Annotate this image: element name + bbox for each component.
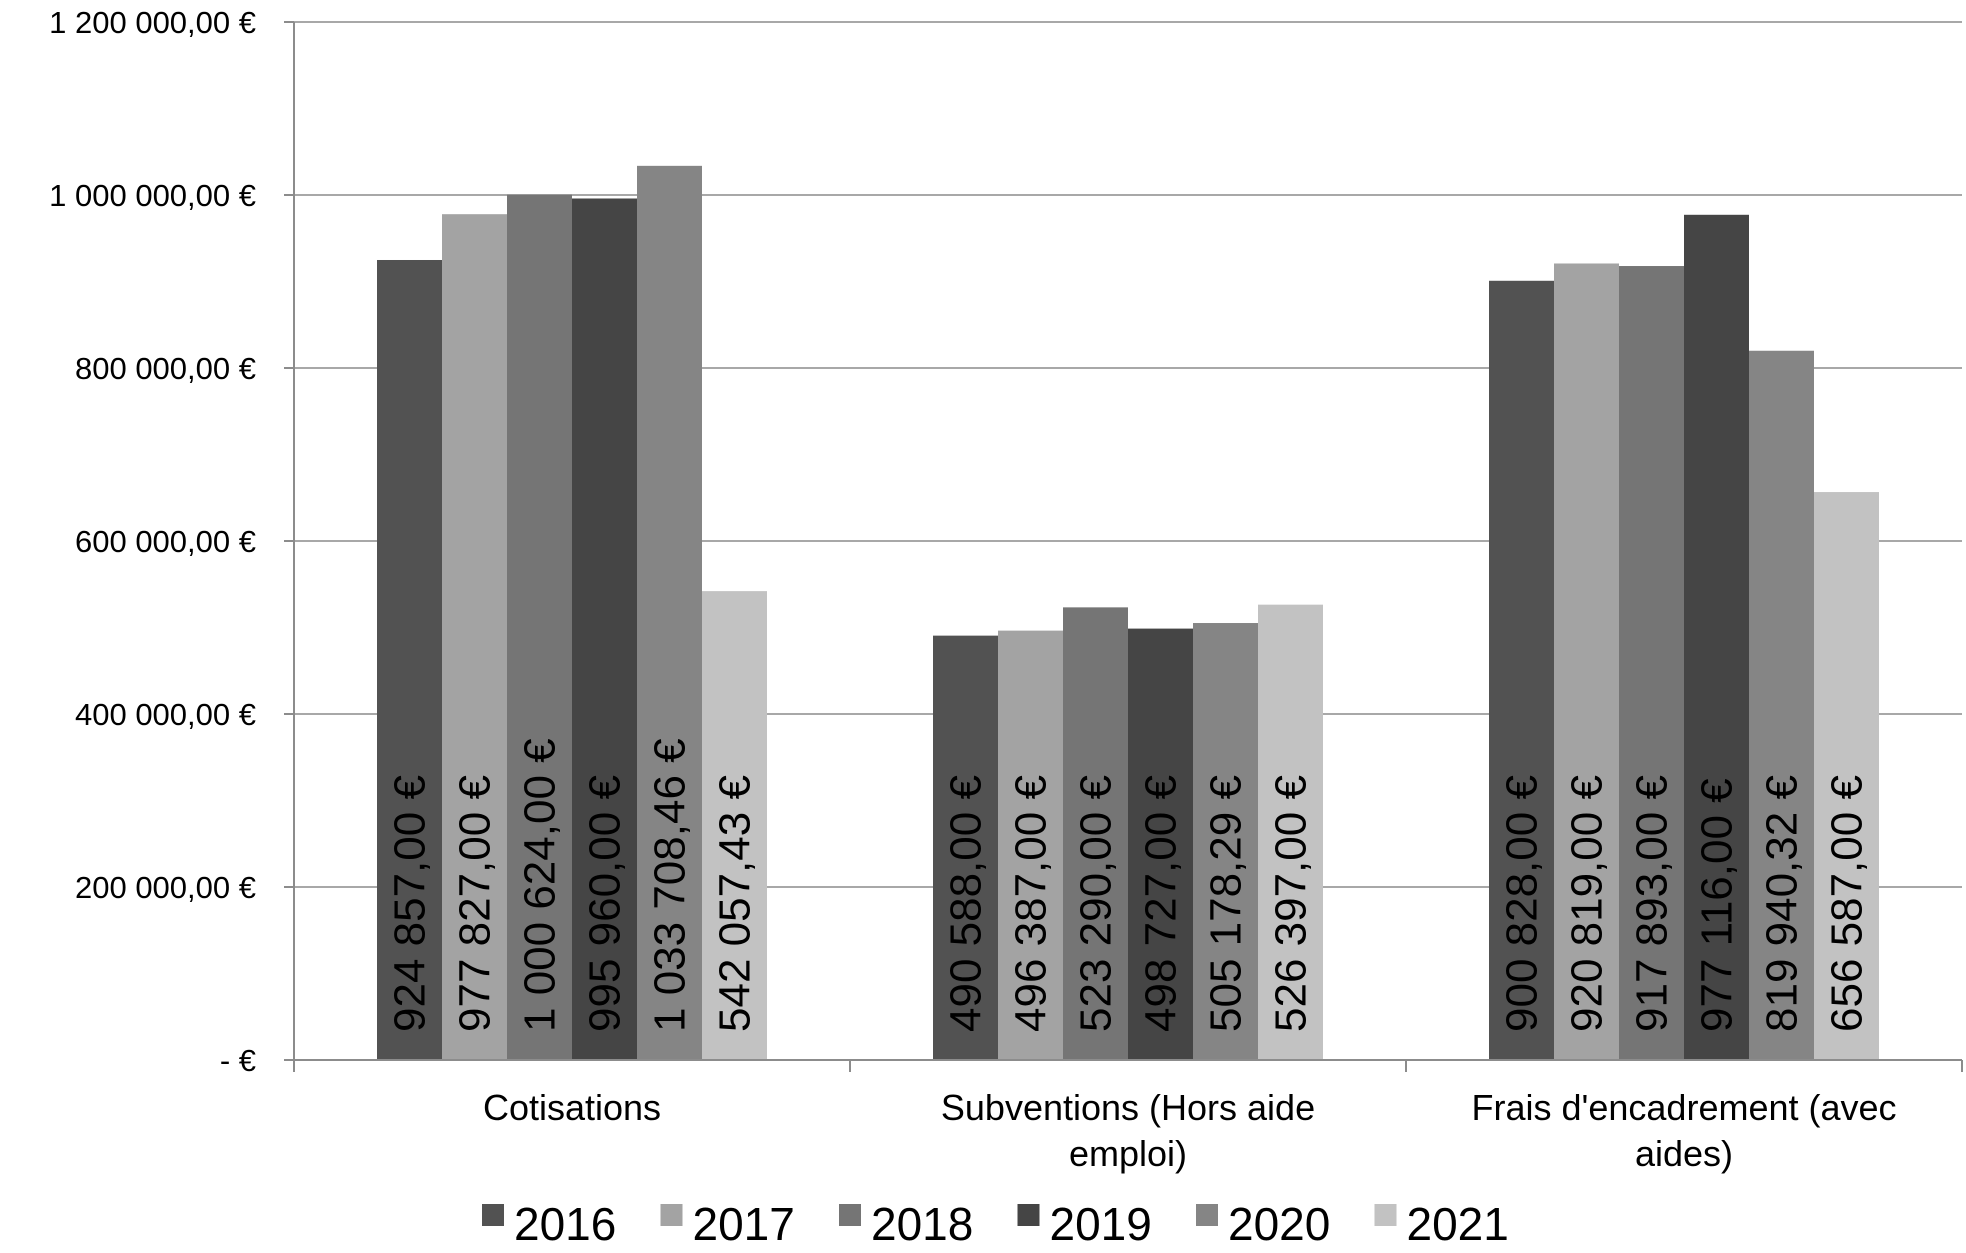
data-label-2021-cat0: 542 057,43 € (711, 775, 760, 1032)
data-label-2017-cat0: 977 827,00 € (451, 775, 500, 1032)
bar-2018-cat0 (507, 194, 572, 1061)
legend-label-2020: 2020 (1228, 1198, 1330, 1248)
legend-swatch-2019 (1017, 1204, 1040, 1226)
data-label-2018-cat2: 917 893,00 € (1628, 775, 1677, 1032)
bar-2017-cat2 (1554, 263, 1619, 1060)
y-axis-tick-labels: - € 200 000,00 € 400 000,00 € 600 000,00 € 8… (49, 5, 256, 1078)
bar-2021-cat2 (1814, 492, 1879, 1060)
y-tick-label: 1 000 000,00 € (49, 178, 256, 213)
legend-label-2017: 2017 (693, 1198, 795, 1248)
data-label-2016-cat1: 490 588,00 € (942, 775, 991, 1032)
bar-2017-cat0 (442, 214, 507, 1061)
data-label-2016-cat0: 924 857,00 € (386, 775, 435, 1032)
legend-swatch-2018 (839, 1204, 861, 1226)
data-label-2017-cat2: 920 819,00 € (1563, 775, 1612, 1032)
data-label-2018-cat1: 523 290,00 € (1072, 775, 1121, 1032)
legend-label-2021: 2021 (1407, 1198, 1509, 1248)
bar-2020-cat2 (1749, 350, 1814, 1061)
bar-2016-cat1 (933, 635, 998, 1060)
data-label-2020-cat2: 819 940,32 € (1758, 775, 1807, 1032)
x-axis-category-labels: Cotisations Subventions (Hors aide emploi)… (483, 1087, 1897, 1174)
bar-2019-cat1 (1128, 628, 1193, 1060)
y-tick-label: - € (220, 1043, 256, 1078)
bar-2019-cat2 (1684, 214, 1749, 1060)
bars (377, 165, 1879, 1061)
data-label-2019-cat2: 977 116,00 € (1693, 778, 1742, 1032)
category-label: Frais d'encadrement (avec (1471, 1087, 1896, 1128)
legend-swatch-2020 (1196, 1204, 1218, 1226)
data-label-2019-cat0: 995 960,00 € (581, 775, 630, 1032)
bar-2019-cat0 (572, 198, 637, 1060)
bar-2020-cat1 (1193, 623, 1258, 1060)
bar-2018-cat2 (1619, 266, 1684, 1060)
legend-swatch-2021 (1374, 1204, 1397, 1226)
data-label-2020-cat0: 1 033 708,46 € (646, 738, 695, 1032)
bar-2021-cat0 (702, 591, 767, 1060)
legend-swatch-2017 (660, 1204, 683, 1226)
data-label-2021-cat2: 656 587,00 € (1823, 775, 1872, 1032)
data-labels: 924 857,00 € 977 827,00 € 1 000 624,00 € 99… (386, 738, 1872, 1032)
legend-label-2018: 2018 (871, 1198, 973, 1248)
bar-2021-cat1 (1258, 604, 1323, 1060)
data-label-2018-cat0: 1 000 624,00 € (516, 738, 565, 1032)
bar-2017-cat1 (998, 630, 1063, 1060)
bar-2016-cat2 (1489, 280, 1554, 1060)
data-label-2020-cat1: 505 178,29 € (1202, 775, 1251, 1032)
legend: 2016 2017 2018 2019 2020 2021 (482, 1198, 1509, 1250)
category-label: Subventions (Hors aide (941, 1087, 1315, 1128)
axes (284, 21, 1963, 1072)
bar-2020-cat0 (637, 165, 702, 1061)
y-tick-label: 1 200 000,00 € (49, 5, 256, 40)
data-label-2019-cat1: 498 727,00 € (1137, 775, 1186, 1032)
y-tick-label: 400 000,00 € (75, 697, 256, 732)
bar-2016-cat0 (377, 259, 442, 1061)
y-tick-label: 800 000,00 € (75, 351, 256, 386)
legend-label-2016: 2016 (514, 1198, 616, 1248)
y-tick-label: 200 000,00 € (75, 870, 256, 905)
category-label: aides) (1635, 1133, 1733, 1174)
category-label: emploi) (1069, 1133, 1187, 1174)
data-label-2017-cat1: 496 387,00 € (1007, 775, 1056, 1032)
data-label-2021-cat1: 526 397,00 € (1267, 775, 1316, 1032)
y-tick-label: 600 000,00 € (75, 524, 256, 559)
data-label-2016-cat2: 900 828,00 € (1498, 775, 1547, 1032)
legend-swatch-2016 (482, 1204, 504, 1226)
legend-label-2019: 2019 (1050, 1198, 1152, 1248)
category-label: Cotisations (483, 1087, 661, 1128)
bar-2018-cat1 (1063, 607, 1128, 1060)
